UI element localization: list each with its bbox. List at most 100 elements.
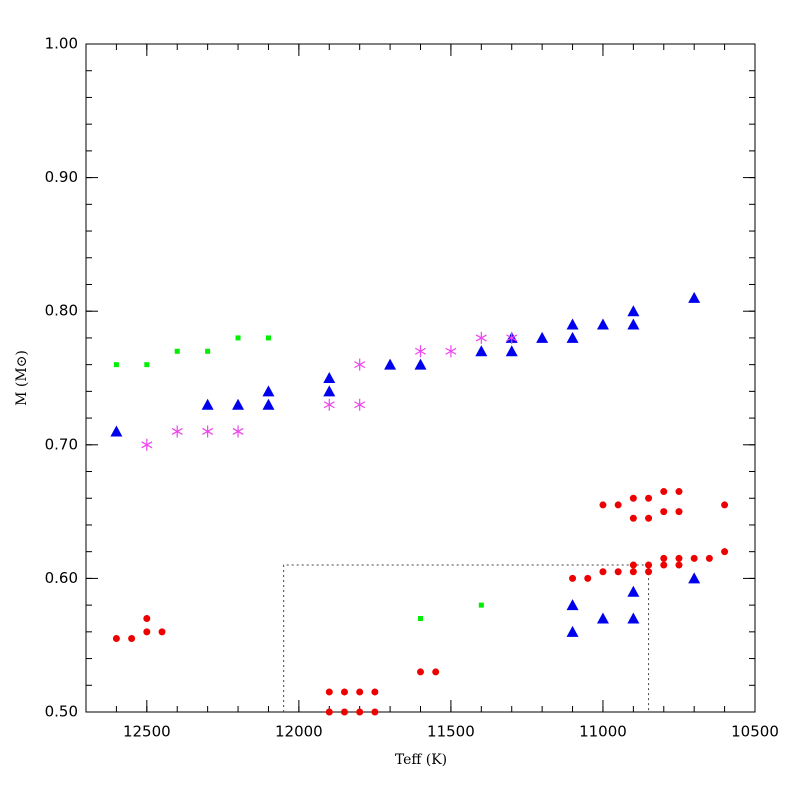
circle-point xyxy=(371,708,379,716)
asterisk-point xyxy=(232,425,244,438)
circle-point xyxy=(675,488,683,496)
y-axis-label: M (M⊙) xyxy=(14,350,30,406)
circle-point xyxy=(432,668,440,676)
circle-point xyxy=(356,688,364,696)
circle-point xyxy=(675,554,683,562)
triangle-point xyxy=(596,612,609,624)
x-tick-label: 11000 xyxy=(579,723,627,741)
circle-point xyxy=(128,635,136,643)
circle-point xyxy=(417,668,424,676)
circle-point xyxy=(705,554,713,562)
triangle-point xyxy=(262,385,275,397)
triangle-point xyxy=(414,358,427,370)
circle-point xyxy=(325,688,333,696)
circle-point xyxy=(721,501,729,509)
x-tick-label: 12500 xyxy=(123,723,171,741)
square-point xyxy=(205,348,211,354)
circle-point xyxy=(371,688,379,696)
x-tick-label: 10500 xyxy=(731,723,779,741)
circle-point xyxy=(690,554,698,562)
x-tick-label: 11500 xyxy=(427,723,475,741)
asterisk-point xyxy=(354,398,366,411)
circle-point xyxy=(645,568,653,576)
triangle-point xyxy=(688,291,701,303)
circle-point xyxy=(325,708,333,716)
square-point xyxy=(113,362,119,368)
triangle-point xyxy=(627,612,640,624)
square-point xyxy=(235,335,241,341)
circle-point xyxy=(645,514,653,522)
triangle-point xyxy=(627,585,640,597)
y-tick-label: 1.00 xyxy=(45,35,78,53)
triangle-point xyxy=(566,599,579,611)
circle-point xyxy=(340,708,348,716)
triangle-point xyxy=(566,625,579,637)
circle-point xyxy=(660,508,668,516)
circle-point xyxy=(158,628,166,636)
circle-point xyxy=(356,708,364,716)
asterisk-point xyxy=(445,345,457,358)
asterisk-point xyxy=(202,425,214,438)
asterisk-point xyxy=(415,345,426,358)
triangle-point xyxy=(688,572,701,584)
circle-point xyxy=(660,561,668,569)
circle-point xyxy=(675,508,683,516)
circle-point xyxy=(143,628,151,636)
triangle-point xyxy=(201,398,214,410)
triangle-point xyxy=(536,331,549,343)
triangle-point xyxy=(596,318,609,330)
circle-point xyxy=(629,568,637,576)
triangle-point xyxy=(323,385,336,397)
triangle-point xyxy=(475,345,488,357)
square-point xyxy=(418,615,423,621)
circle-point xyxy=(584,574,592,582)
x-axis-label: Teff (K) xyxy=(395,752,447,768)
triangle-point xyxy=(323,372,336,383)
asterisk-point xyxy=(506,331,518,344)
circle-point xyxy=(629,494,637,502)
triangle-point xyxy=(110,425,123,437)
circle-point xyxy=(569,574,577,582)
square-point xyxy=(265,335,271,341)
square-point xyxy=(174,348,180,354)
circle-point xyxy=(721,548,729,556)
circle-point xyxy=(340,688,348,696)
asterisk-point xyxy=(141,438,153,451)
circle-point xyxy=(629,514,637,522)
triangle-point xyxy=(566,318,579,330)
circle-point xyxy=(675,561,683,569)
circle-point xyxy=(629,561,637,569)
triangle-point xyxy=(627,305,640,317)
circle-point xyxy=(614,501,622,509)
circle-point xyxy=(660,554,668,562)
triangle-point xyxy=(627,318,640,330)
circle-point xyxy=(645,494,653,502)
asterisk-point xyxy=(171,425,183,438)
y-tick-label: 0.70 xyxy=(45,435,78,453)
y-tick-label: 0.90 xyxy=(45,168,78,186)
asterisk-point xyxy=(323,398,335,411)
square-point xyxy=(478,602,484,608)
circle-point xyxy=(112,635,120,643)
triangle-point xyxy=(505,345,518,357)
circle-point xyxy=(599,568,607,576)
y-tick-label: 0.50 xyxy=(45,703,78,721)
circle-point xyxy=(599,501,607,509)
plot-frame xyxy=(85,43,756,713)
triangle-point xyxy=(384,358,397,370)
region-box xyxy=(283,564,650,712)
asterisk-point xyxy=(354,358,366,371)
circle-point xyxy=(645,561,653,569)
triangle-point xyxy=(232,398,245,410)
y-tick-label: 0.80 xyxy=(45,302,78,320)
circle-point xyxy=(143,614,151,622)
triangle-point xyxy=(566,331,579,343)
asterisk-point xyxy=(475,331,487,344)
circle-point xyxy=(614,568,622,576)
y-tick-label: 0.60 xyxy=(45,569,78,587)
square-point xyxy=(144,362,150,368)
x-tick-label: 12000 xyxy=(275,723,323,741)
triangle-point xyxy=(262,398,275,410)
circle-point xyxy=(660,488,668,496)
